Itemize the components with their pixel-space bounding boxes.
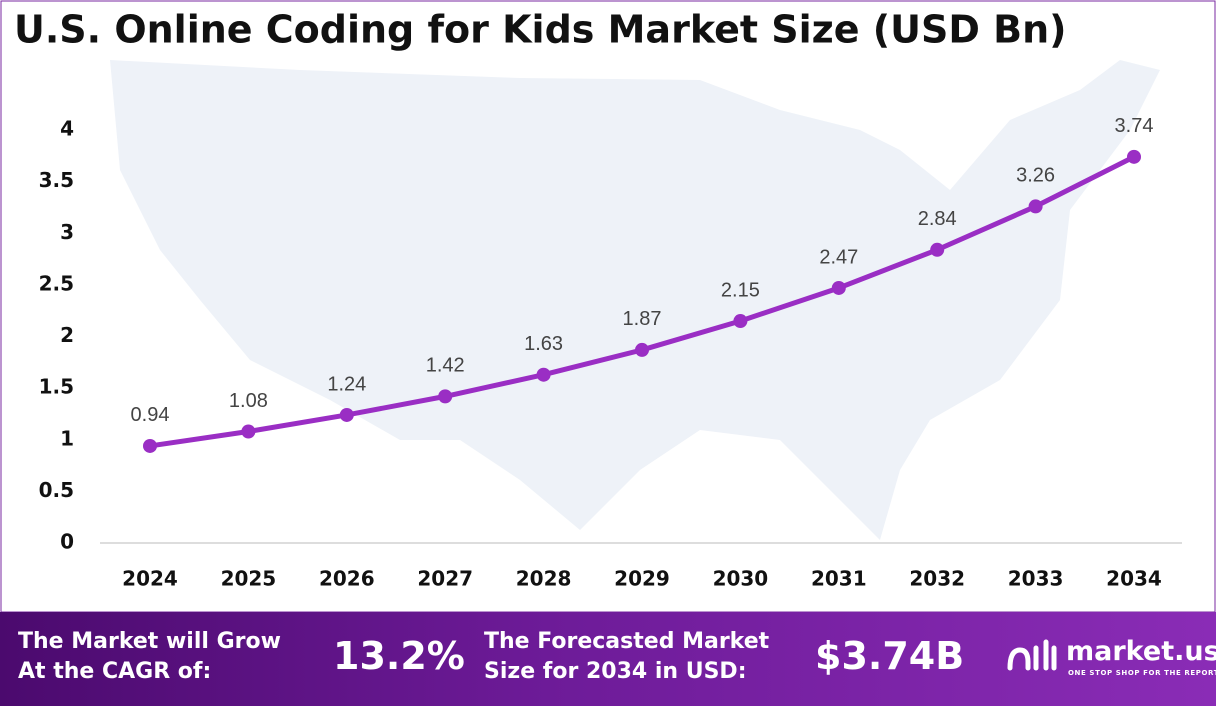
value-label: 3.26 xyxy=(1016,165,1055,187)
logo-icon xyxy=(1007,639,1057,671)
point xyxy=(143,438,157,453)
value-label: 2.15 xyxy=(721,279,760,301)
value-label: 1.24 xyxy=(327,373,366,395)
point xyxy=(635,342,649,357)
value-label: 2.47 xyxy=(819,246,858,268)
point xyxy=(438,389,453,404)
y-tick-label: 3.5 xyxy=(39,168,74,192)
chart: U.S. Online Coding for Kids Market Size … xyxy=(0,0,1216,612)
x-tick-label: 2032 xyxy=(909,567,965,591)
forecast-text: The Forecasted Market Size for 2034 in U… xyxy=(484,629,770,684)
x-tick-label: 2026 xyxy=(319,567,375,591)
value-label: 0.94 xyxy=(131,404,170,426)
x-tick-label: 2028 xyxy=(516,567,572,591)
footer-banner: The Market will Grow At the CAGR of: 13.… xyxy=(0,612,1216,706)
y-tick-label: 1 xyxy=(60,426,74,450)
frame xyxy=(0,0,1216,612)
x-tick-label: 2031 xyxy=(811,567,867,591)
forecast-value: $3.74B xyxy=(815,634,965,678)
cagr-value: 13.2% xyxy=(333,634,465,678)
x-tick-label: 2025 xyxy=(221,567,277,591)
y-tick-label: 1.5 xyxy=(39,375,74,399)
x-tick-label: 2024 xyxy=(122,567,178,591)
point xyxy=(339,407,354,422)
x-tick-label: 2030 xyxy=(713,567,769,591)
y-tick-label: 0 xyxy=(60,530,74,554)
y-tick-label: 4 xyxy=(60,117,74,141)
value-label: 1.63 xyxy=(524,333,563,355)
point xyxy=(241,424,256,439)
y-tick-label: 0.5 xyxy=(39,478,74,502)
cagr-text: The Market will Grow At the CAGR of: xyxy=(18,629,281,684)
point xyxy=(930,242,945,257)
point xyxy=(1127,149,1141,164)
y-tick-label: 2.5 xyxy=(39,271,74,295)
point xyxy=(733,314,748,329)
point xyxy=(1028,199,1043,214)
y-tick-label: 2 xyxy=(60,323,74,347)
x-tick-label: 2027 xyxy=(417,567,473,591)
map-background xyxy=(110,60,1160,540)
x-tick-label: 2033 xyxy=(1008,567,1064,591)
point xyxy=(536,367,551,382)
value-label: 2.84 xyxy=(918,208,957,230)
tagline: ONE STOP SHOP FOR THE REPORTS xyxy=(1068,669,1216,677)
chart-title: U.S. Online Coding for Kids Market Size … xyxy=(14,8,1067,52)
value-label: 1.08 xyxy=(229,390,268,412)
brand: market.us xyxy=(1066,636,1216,667)
point xyxy=(831,280,846,295)
value-label: 1.42 xyxy=(426,355,465,377)
value-label: 3.74 xyxy=(1115,115,1154,137)
x-tick-label: 2029 xyxy=(614,567,670,591)
value-label: 1.87 xyxy=(623,308,662,330)
y-tick-label: 3 xyxy=(60,220,74,244)
x-tick-label: 2034 xyxy=(1106,567,1162,591)
